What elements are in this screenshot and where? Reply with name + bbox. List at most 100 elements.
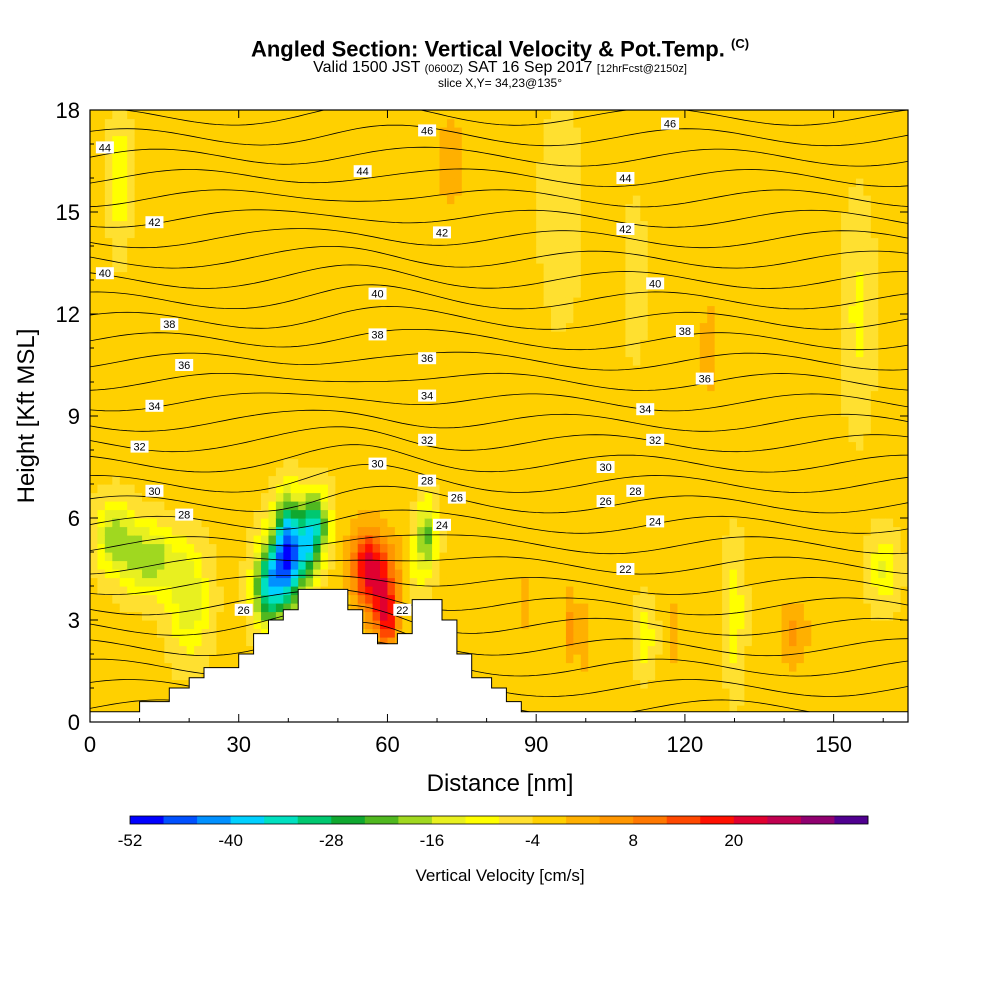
velocity-cell <box>543 229 552 239</box>
velocity-cell <box>521 586 530 596</box>
velocity-cell <box>275 416 284 426</box>
velocity-cell <box>149 280 158 290</box>
velocity-cell <box>380 220 389 230</box>
velocity-cell <box>327 501 336 511</box>
velocity-cell <box>305 569 314 579</box>
velocity-cell <box>223 603 232 613</box>
velocity-cell <box>320 186 329 196</box>
velocity-cell <box>216 305 225 315</box>
velocity-cell <box>223 662 232 672</box>
velocity-cell <box>335 237 344 247</box>
velocity-cell <box>261 628 270 638</box>
velocity-cell <box>327 577 336 587</box>
velocity-cell <box>127 501 136 511</box>
velocity-cell <box>119 611 128 621</box>
velocity-cell <box>573 509 582 519</box>
velocity-cell <box>90 365 99 375</box>
velocity-cell <box>97 526 106 536</box>
velocity-cell <box>513 178 522 188</box>
velocity-cell <box>119 450 128 460</box>
velocity-cell <box>372 305 381 315</box>
velocity-cell <box>380 203 389 213</box>
velocity-cell <box>90 441 99 451</box>
velocity-cell <box>186 424 195 434</box>
velocity-cell <box>528 254 537 264</box>
velocity-cell <box>558 229 567 239</box>
velocity-cell <box>171 220 180 230</box>
velocity-cell <box>171 475 180 485</box>
velocity-cell <box>565 118 574 128</box>
velocity-cell <box>417 110 426 120</box>
velocity-cell <box>499 441 508 451</box>
velocity-cell <box>595 203 604 213</box>
velocity-cell <box>461 212 470 222</box>
velocity-cell <box>506 543 515 553</box>
velocity-cell <box>320 560 329 570</box>
velocity-cell <box>580 356 589 366</box>
velocity-cell <box>573 577 582 587</box>
velocity-cell <box>97 118 106 128</box>
velocity-cell <box>350 110 359 120</box>
velocity-cell <box>588 535 597 545</box>
velocity-cell <box>186 178 195 188</box>
velocity-cell <box>432 501 441 511</box>
velocity-cell <box>461 135 470 145</box>
velocity-cell <box>536 492 545 502</box>
velocity-cell <box>298 509 307 519</box>
velocity-cell <box>208 229 218 239</box>
velocity-cell <box>342 467 351 477</box>
velocity-cell <box>90 229 99 239</box>
velocity-cell <box>439 484 448 494</box>
velocity-cell <box>290 178 299 188</box>
velocity-cell <box>380 594 389 604</box>
velocity-cell <box>543 552 552 562</box>
velocity-cell <box>432 178 441 188</box>
velocity-cell <box>104 135 113 145</box>
velocity-cell <box>194 280 203 290</box>
velocity-cell <box>201 110 210 120</box>
velocity-cell <box>149 203 158 213</box>
velocity-cell <box>231 560 240 570</box>
velocity-cell <box>595 373 604 383</box>
velocity-cell <box>290 424 299 434</box>
velocity-cell <box>149 169 158 179</box>
velocity-cell <box>521 560 530 570</box>
velocity-cell <box>573 458 582 468</box>
velocity-cell <box>350 416 359 426</box>
velocity-cell <box>357 594 366 604</box>
velocity-cell <box>365 127 374 137</box>
velocity-cell <box>119 110 128 120</box>
velocity-cell <box>305 220 314 230</box>
velocity-cell <box>350 594 359 604</box>
velocity-cell <box>305 518 314 528</box>
velocity-cell <box>536 611 545 621</box>
velocity-cell <box>238 178 247 188</box>
velocity-cell <box>261 161 270 171</box>
velocity-cell <box>603 705 612 715</box>
velocity-cell <box>357 339 366 349</box>
velocity-cell <box>305 560 314 570</box>
velocity-cell <box>186 441 195 451</box>
velocity-cell <box>142 492 151 502</box>
velocity-cell <box>149 424 158 434</box>
velocity-cell <box>142 144 151 154</box>
velocity-cell <box>394 628 403 638</box>
velocity-cell <box>454 212 463 222</box>
velocity-cell <box>536 620 545 630</box>
velocity-cell <box>298 492 307 502</box>
velocity-cell <box>506 356 515 366</box>
velocity-cell <box>320 280 329 290</box>
velocity-cell <box>142 628 151 638</box>
velocity-cell <box>208 254 218 264</box>
velocity-cell <box>194 246 203 256</box>
velocity-cell <box>201 331 210 341</box>
velocity-cell <box>573 348 582 358</box>
slice-info: slice X,Y= 34,23@135° <box>437 76 563 90</box>
velocity-cell <box>536 603 545 613</box>
velocity-cell <box>573 441 582 451</box>
velocity-cell <box>476 305 485 315</box>
velocity-cell <box>142 339 151 349</box>
velocity-cell <box>372 535 381 545</box>
velocity-cell <box>104 671 113 681</box>
velocity-cell <box>543 169 552 179</box>
